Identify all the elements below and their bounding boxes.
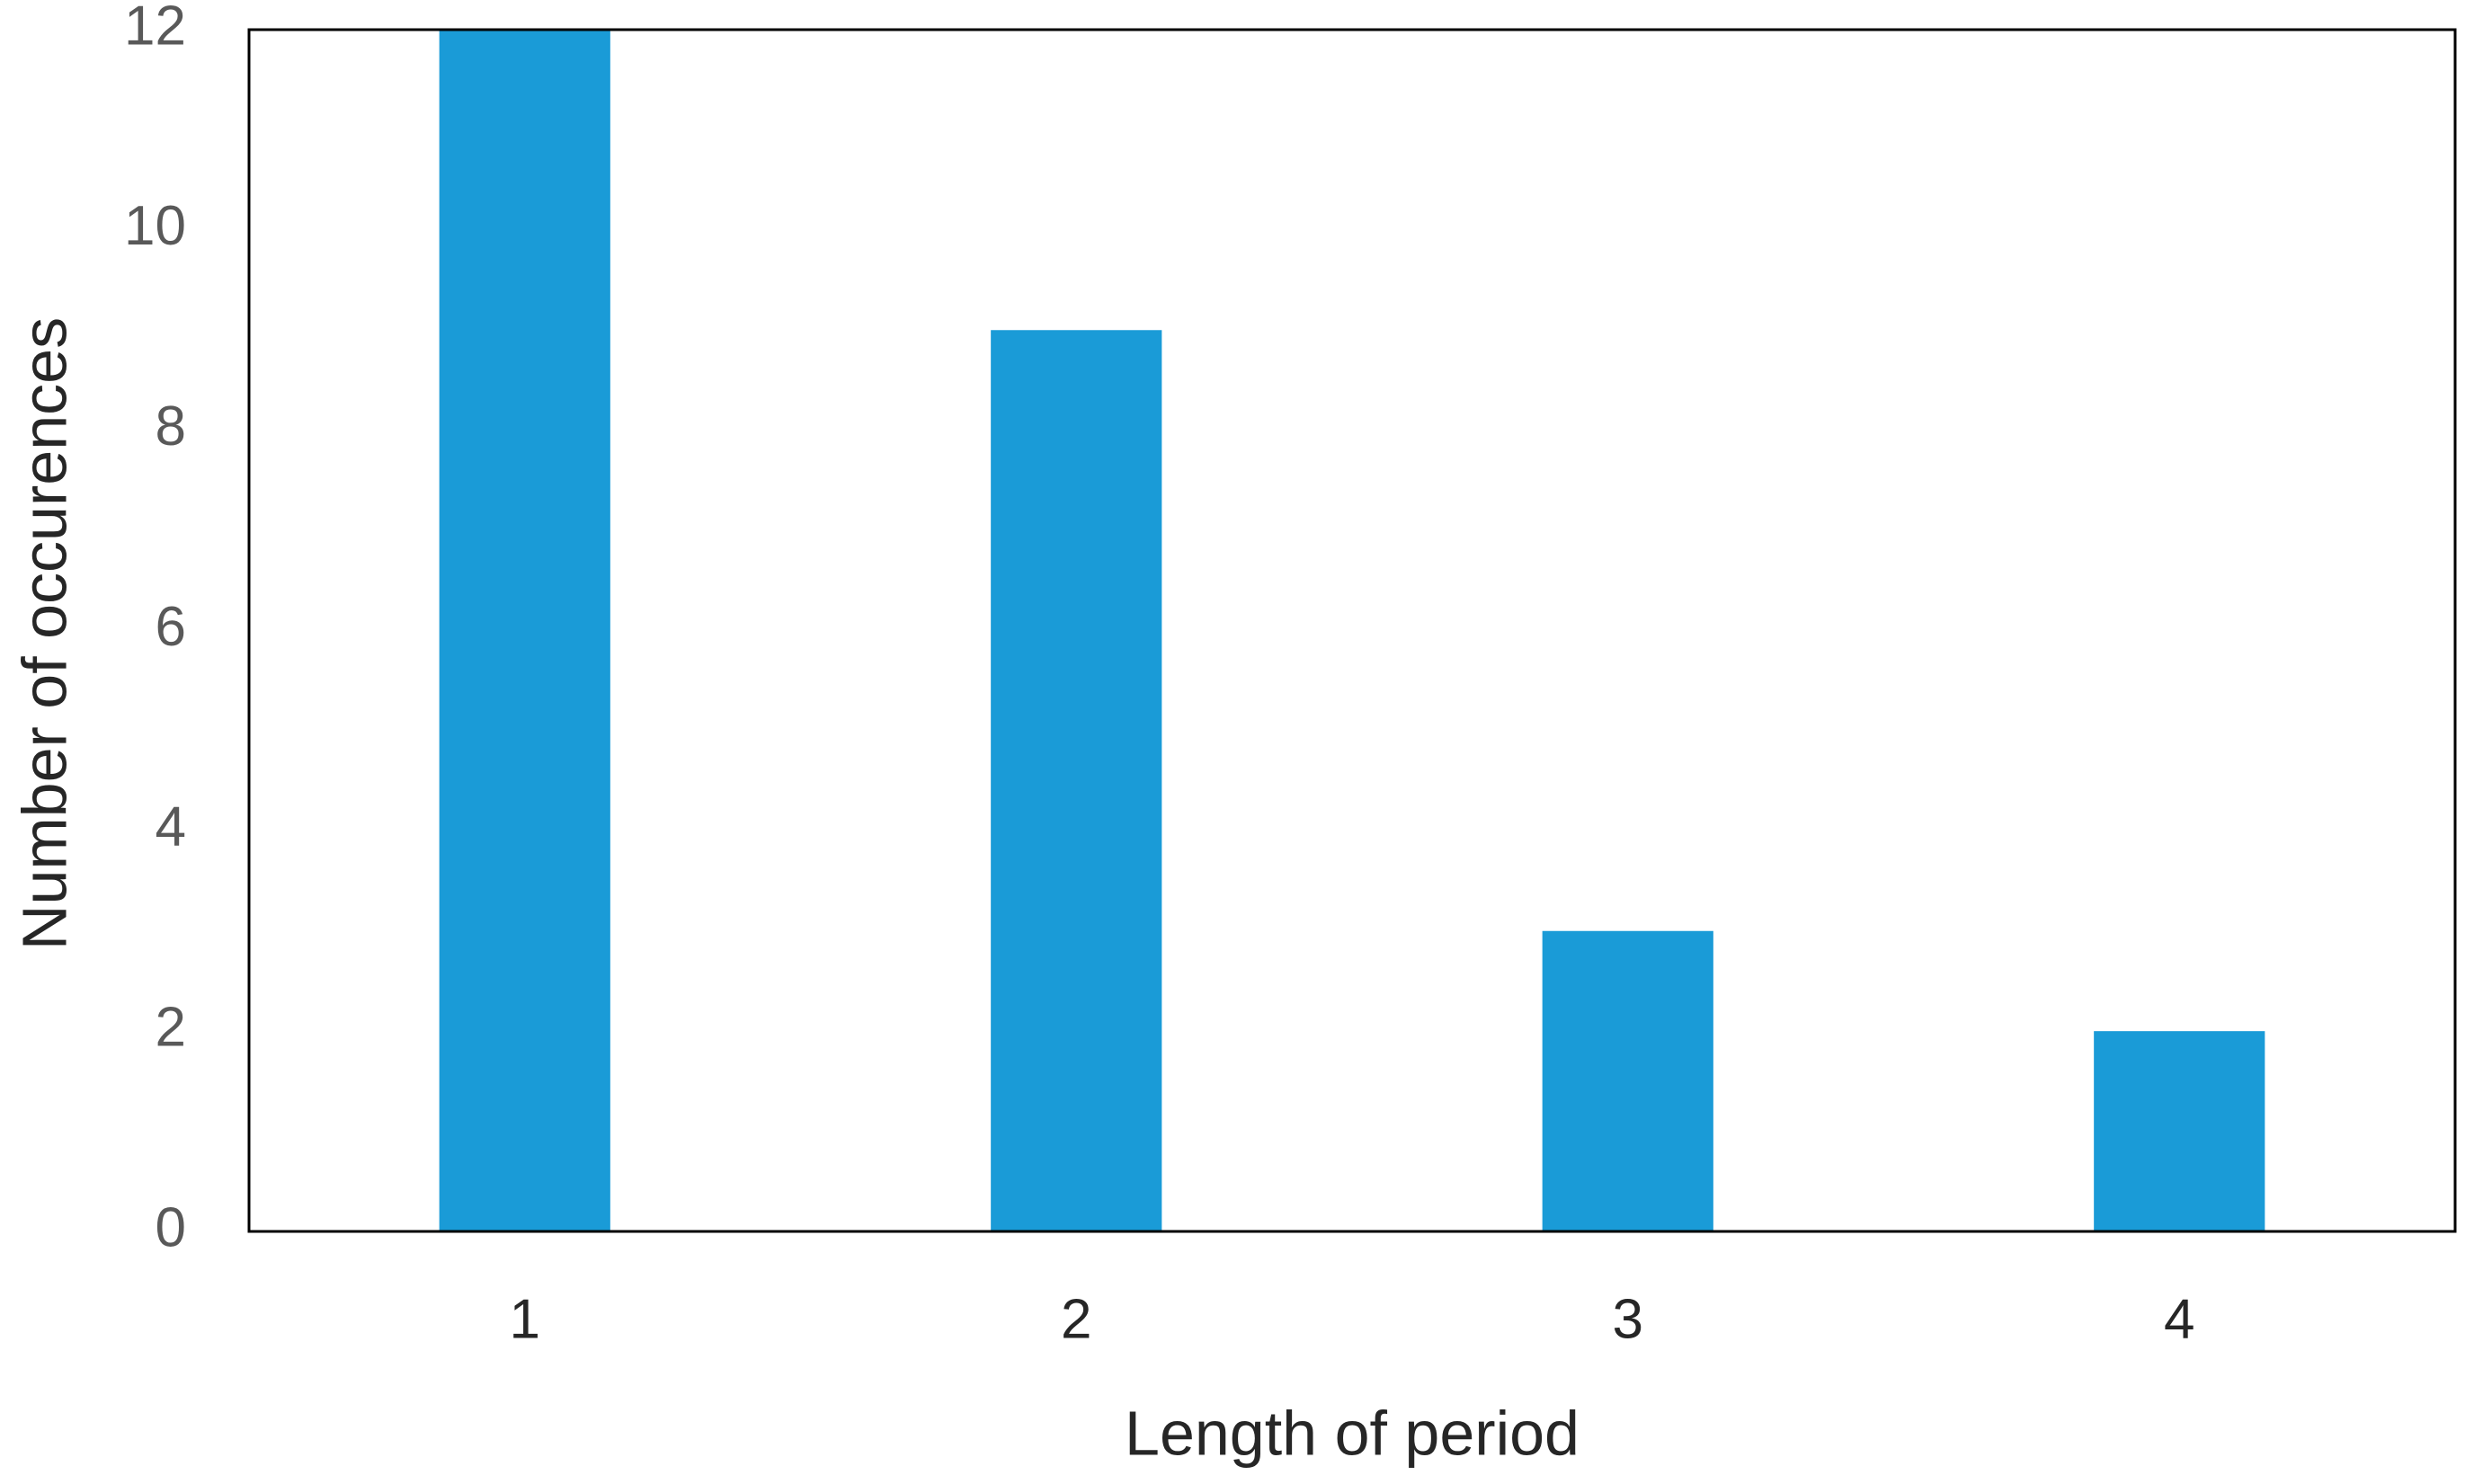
x-axis-title: Length of period bbox=[1125, 1398, 1580, 1468]
bar bbox=[1542, 930, 1713, 1231]
y-tick-label: 8 bbox=[156, 395, 186, 458]
y-tick-label: 10 bbox=[124, 195, 186, 257]
bar bbox=[2094, 1031, 2265, 1231]
bar bbox=[991, 330, 1162, 1231]
x-tick-label: 2 bbox=[1061, 1288, 1091, 1350]
x-tick-label: 3 bbox=[1613, 1288, 1643, 1350]
x-tick-label: 4 bbox=[2164, 1288, 2194, 1350]
y-tick-label: 2 bbox=[156, 997, 186, 1059]
y-tick-label: 12 bbox=[124, 0, 186, 57]
y-tick-label: 0 bbox=[156, 1196, 186, 1258]
plot-frame bbox=[247, 28, 2457, 1233]
bar bbox=[439, 30, 610, 1231]
y-axis-title: Number of occurences bbox=[9, 317, 79, 950]
y-tick-label: 6 bbox=[156, 596, 186, 658]
y-tick-label: 4 bbox=[156, 796, 186, 858]
x-tick-label: 1 bbox=[510, 1288, 540, 1350]
